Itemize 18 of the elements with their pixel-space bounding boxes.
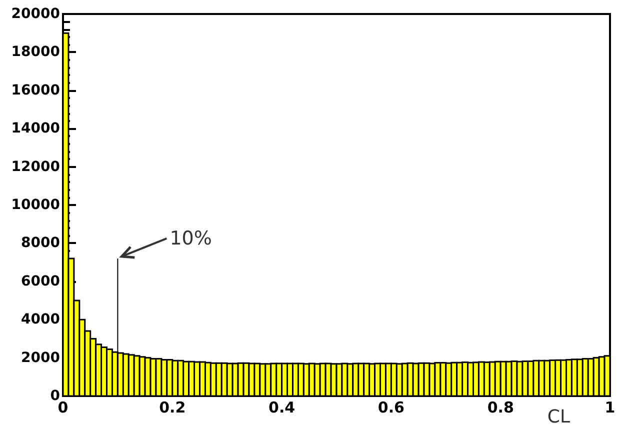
- y-tick-label: 12000: [11, 158, 60, 175]
- y-tick-label: 2000: [21, 350, 60, 366]
- y-tick-label: 14000: [11, 120, 60, 137]
- y-tick-label: 6000: [21, 273, 60, 290]
- x-tick-label: 0.6: [378, 398, 404, 416]
- y-tick-label: 8000: [21, 235, 60, 252]
- y-tick-label: 18000: [11, 44, 60, 60]
- y-tick-label: 16000: [11, 82, 60, 98]
- x-tick-label: 1: [604, 398, 616, 416]
- y-tick-label: 20000: [11, 6, 60, 22]
- y-tick-label: 4000: [21, 312, 60, 328]
- x-tick-label: 0.8: [487, 398, 514, 416]
- x-tick-label: 0.2: [159, 398, 186, 416]
- annotation: 10%: [170, 227, 212, 250]
- x-tick-label: 0.4: [268, 398, 296, 416]
- y-tick-label: 10000: [11, 197, 60, 213]
- y-tick-label: 0: [50, 388, 60, 404]
- x-axis-title: CL: [547, 406, 570, 428]
